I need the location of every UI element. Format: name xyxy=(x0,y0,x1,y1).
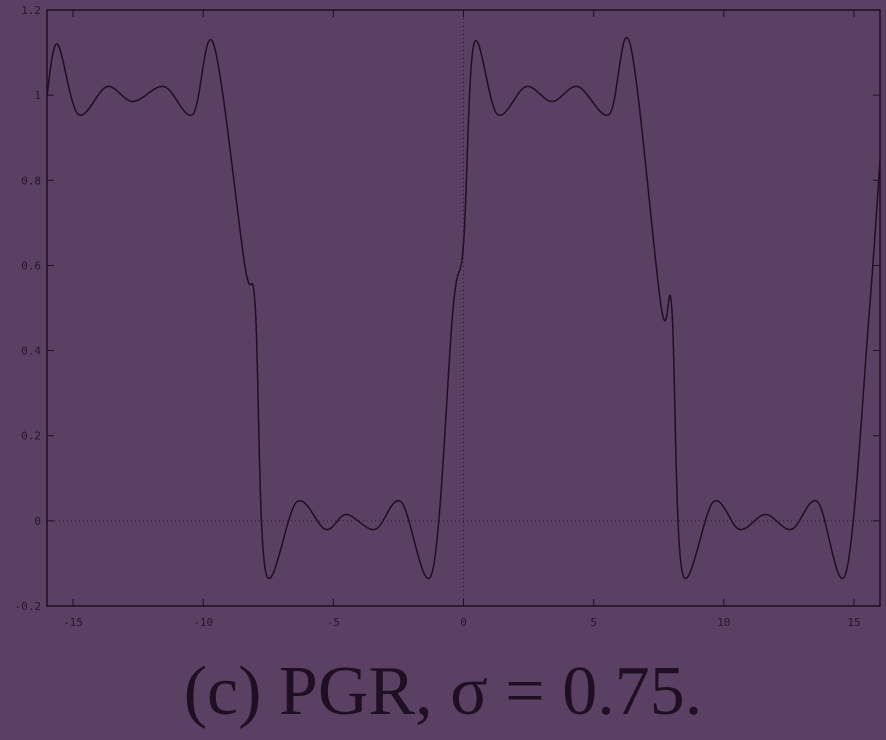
y-tick-label: 1 xyxy=(34,89,41,102)
y-tick-label: -0.2 xyxy=(15,600,42,613)
y-tick-label: 0.8 xyxy=(21,174,41,187)
y-tick-label: 0.4 xyxy=(21,345,41,358)
x-tick-label: 15 xyxy=(847,616,860,629)
y-tick-label: 1.2 xyxy=(21,4,41,17)
x-tick-label: -10 xyxy=(193,616,213,629)
y-tick-label: 0 xyxy=(34,515,41,528)
plot-frame xyxy=(46,9,881,607)
series-line xyxy=(46,36,881,580)
y-tick-label: 0.6 xyxy=(21,259,41,272)
chart-plot: -15 -10 -5 0 5 10 15 -0.2 0 0.2 0.4 0.6 0.8 1 1.2 xyxy=(15,4,881,629)
chart-caption: (c) PGR, σ = 0.75. xyxy=(183,653,703,730)
x-tick-label: 0 xyxy=(460,616,467,629)
x-tick-label: 5 xyxy=(590,616,597,629)
x-tick-label: -5 xyxy=(327,616,340,629)
x-tick-label: 10 xyxy=(717,616,730,629)
y-tick-label: 0.2 xyxy=(21,430,41,443)
x-tick-label: -15 xyxy=(63,616,83,629)
